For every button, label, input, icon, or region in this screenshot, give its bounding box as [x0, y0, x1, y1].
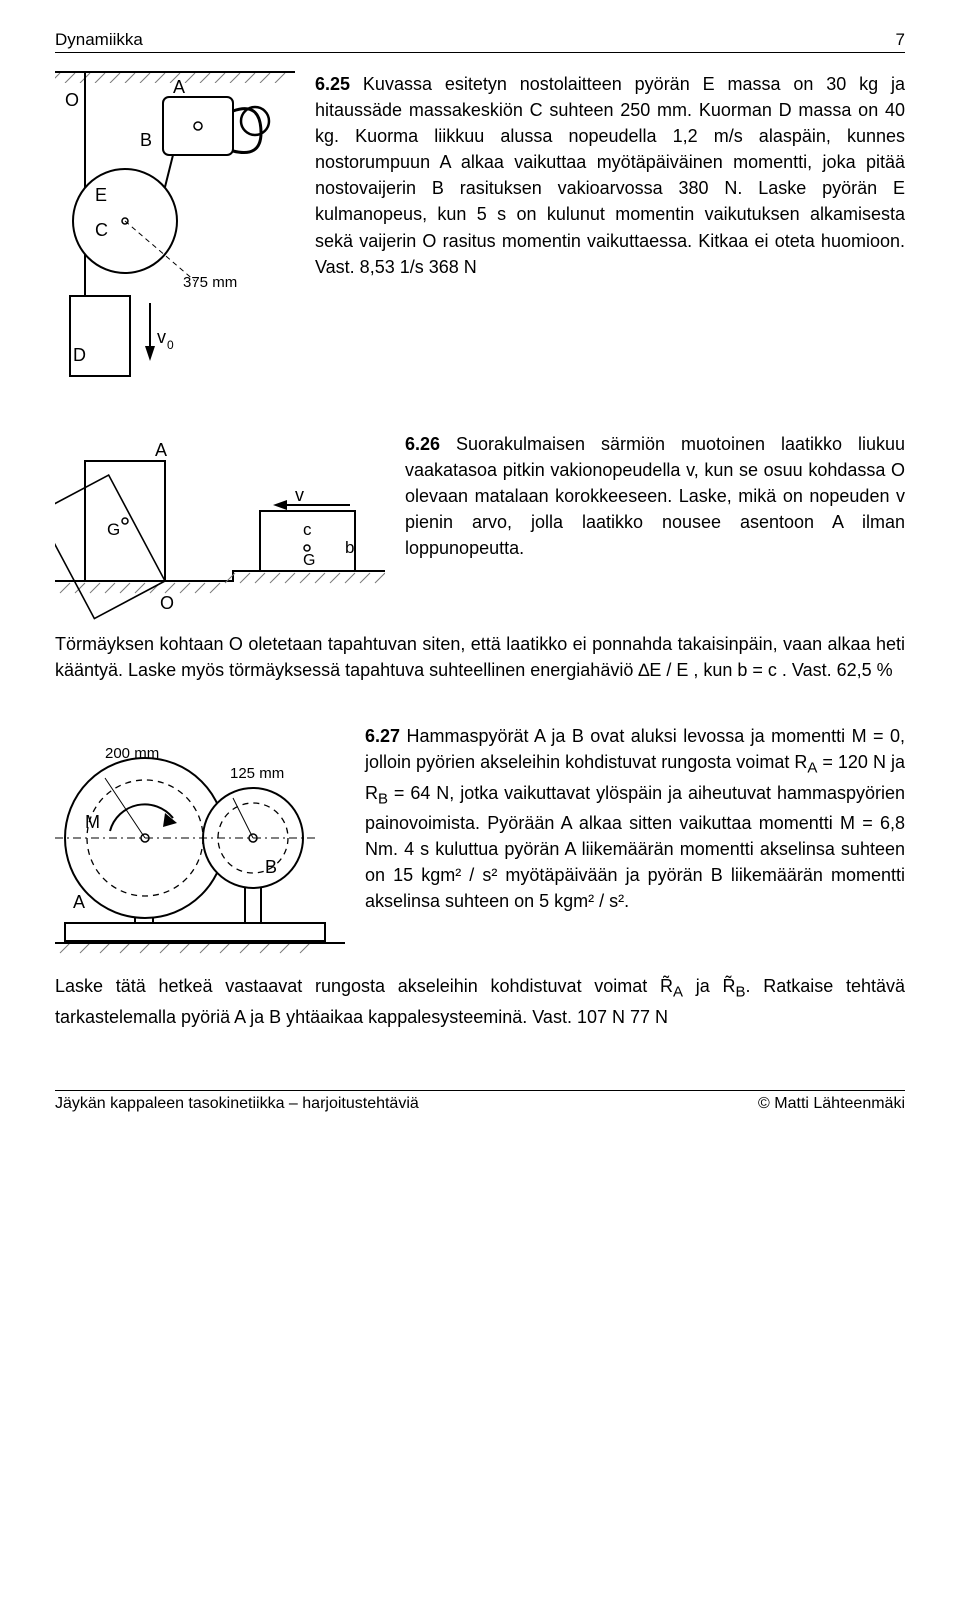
- svg-text:375 mm: 375 mm: [183, 274, 237, 291]
- problem-num: 6.27: [365, 726, 400, 746]
- page-header: Dynamiikka 7: [55, 30, 905, 53]
- svg-text:200 mm: 200 mm: [105, 745, 159, 762]
- subB1: B: [378, 790, 388, 807]
- problem-body-b: Törmäyksen kohtaan O oletetaan tapahtuva…: [55, 634, 905, 680]
- t5: ja R̃: [683, 976, 735, 996]
- svg-text:A: A: [73, 892, 85, 912]
- problem-body: Kuvassa esitetyn nostolaitteen pyörän E …: [315, 74, 905, 277]
- page: Dynamiikka 7 O D: [0, 0, 960, 1133]
- svg-text:c: c: [303, 520, 312, 539]
- header-page-number: 7: [896, 30, 905, 50]
- header-title: Dynamiikka: [55, 30, 143, 50]
- svg-text:125 mm: 125 mm: [230, 765, 284, 782]
- svg-text:C: C: [95, 220, 108, 240]
- problem-num: 6.26: [405, 434, 440, 454]
- problem-num: 6.25: [315, 74, 350, 94]
- svg-text:O: O: [160, 593, 174, 613]
- problem-627-text-b: Laske tätä hetkeä vastaavat rungosta aks…: [55, 973, 905, 1029]
- figure-625: O D v 0 A B E C: [55, 71, 295, 391]
- svg-text:B: B: [265, 857, 277, 877]
- svg-text:E: E: [95, 185, 107, 205]
- subB2: B: [735, 984, 745, 1001]
- footer-right: © Matti Lähteenmäki: [758, 1095, 905, 1113]
- svg-text:A: A: [155, 440, 167, 460]
- problem-625: O D v 0 A B E C: [55, 71, 905, 391]
- figure-626: G A G c b v O: [55, 431, 385, 631]
- t4: Laske tätä hetkeä vastaavat rungosta aks…: [55, 976, 673, 996]
- svg-text:A: A: [173, 77, 185, 97]
- problem-627: M A B 200 mm 125 mm 6.27 Hammaspyörät A …: [55, 723, 905, 1029]
- problem-626-text-b: Törmäyksen kohtaan O oletetaan tapahtuva…: [55, 631, 905, 683]
- figure-627: M A B 200 mm 125 mm: [55, 723, 345, 973]
- svg-text:b: b: [345, 538, 354, 557]
- problem-626: G A G c b v O 6.26 Suo: [55, 431, 905, 683]
- problem-body-a: Suorakulmaisen särmiön muotoinen laatikk…: [405, 434, 905, 558]
- svg-text:v: v: [157, 327, 166, 347]
- svg-text:G: G: [107, 520, 120, 539]
- subA1: A: [807, 760, 817, 777]
- page-footer: Jäykän kappaleen tasokinetiikka – harjoi…: [55, 1090, 905, 1113]
- svg-text:v: v: [295, 485, 304, 505]
- svg-text:D: D: [73, 345, 86, 365]
- subA2: A: [673, 984, 683, 1001]
- svg-text:0: 0: [167, 338, 174, 352]
- footer-left: Jäykän kappaleen tasokinetiikka – harjoi…: [55, 1095, 419, 1113]
- svg-text:B: B: [140, 130, 152, 150]
- svg-text:G: G: [303, 552, 315, 569]
- svg-text:M: M: [85, 812, 100, 832]
- figlabel-O: O: [65, 90, 79, 110]
- t3: = 64 N, jotka vaikuttavat ylöspäin ja ai…: [365, 783, 905, 912]
